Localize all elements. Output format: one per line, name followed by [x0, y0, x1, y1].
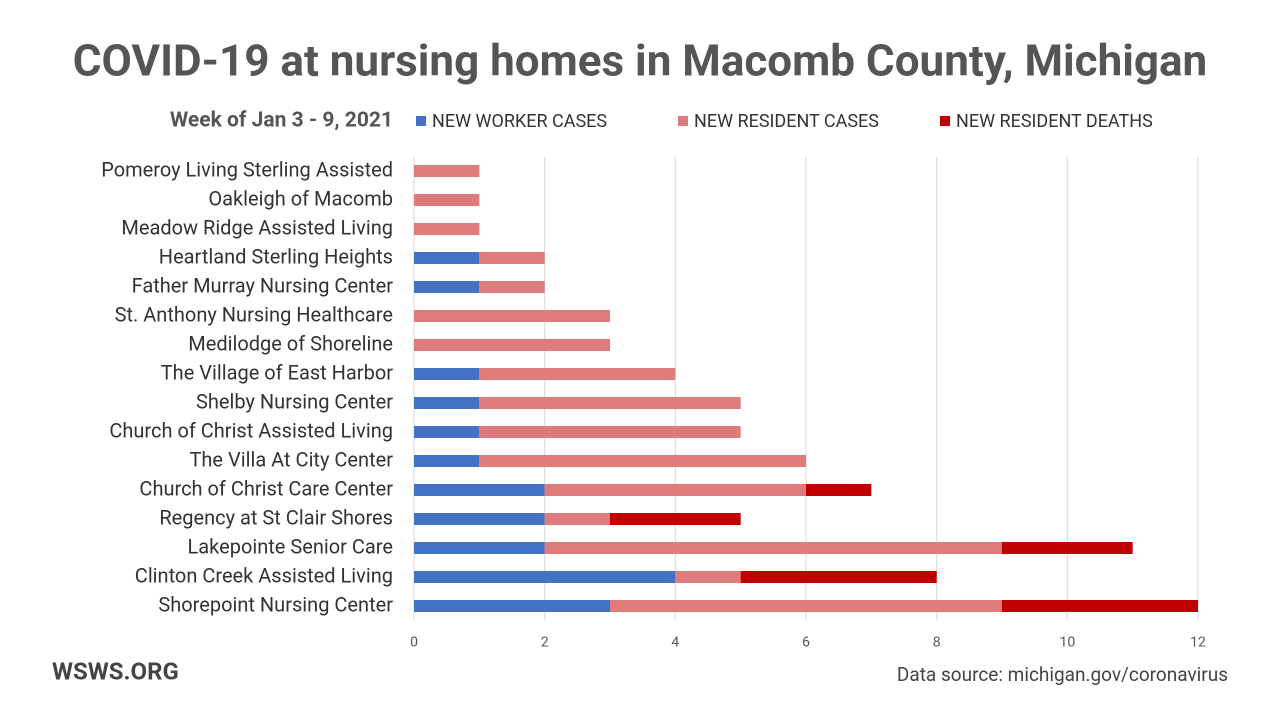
x-tick-label: 0: [410, 635, 418, 651]
bar-segment: [479, 397, 741, 409]
x-tick-label: 10: [1059, 635, 1075, 651]
y-tick-label: Shelby Nursing Center: [196, 389, 393, 413]
bar-segment: [414, 194, 480, 206]
bar-segment: [610, 600, 1002, 612]
legend-swatch: [416, 116, 426, 126]
y-tick-label: Medilodge of Shoreline: [188, 331, 393, 355]
bar-segment: [414, 339, 610, 351]
y-tick-label: Regency at St Clair Shores: [159, 505, 393, 529]
legend-label: NEW RESIDENT CASES: [694, 111, 879, 132]
bar-segment: [544, 542, 1002, 554]
y-tick-label: Shorepoint Nursing Center: [158, 592, 393, 616]
y-tick-label: The Village of East Harbor: [161, 360, 393, 384]
bar-segment: [1002, 600, 1198, 612]
y-tick-label: Father Murray Nursing Center: [132, 273, 394, 297]
y-tick-label: Clinton Creek Assisted Living: [135, 563, 393, 587]
bar-segment: [479, 455, 806, 467]
y-tick-label: Pomeroy Living Sterling Assisted: [101, 157, 393, 181]
bar-segment: [414, 223, 480, 235]
bar-segment: [740, 571, 937, 583]
bar-segment: [414, 281, 480, 293]
legend-label: NEW WORKER CASES: [432, 111, 607, 132]
bar-segment: [414, 165, 480, 177]
bar-segment: [414, 542, 545, 554]
bar-segment: [414, 426, 480, 438]
bar-segment: [414, 397, 480, 409]
x-tick-label: 12: [1190, 635, 1206, 651]
x-tick-label: 2: [541, 635, 549, 651]
legend-label: NEW RESIDENT DEATHS: [956, 111, 1153, 132]
bar-segment: [479, 281, 545, 293]
source: Data source: michigan.gov/coronavirus: [897, 663, 1228, 686]
y-tick-label: Church of Christ Assisted Living: [109, 418, 393, 442]
y-tick-label: Heartland Sterling Heights: [159, 244, 393, 268]
y-tick-label: St. Anthony Nursing Healthcare: [115, 302, 393, 326]
bar-segment: [414, 513, 545, 525]
bar-segment: [414, 310, 610, 322]
chart-title: COVID-19 at nursing homes in Macomb Coun…: [73, 35, 1207, 87]
bar-segment: [610, 513, 741, 525]
y-tick-label: Lakepointe Senior Care: [188, 534, 393, 558]
bar-segment: [414, 368, 480, 380]
bar-segment: [675, 571, 741, 583]
bar-segment: [479, 426, 741, 438]
bar-segment: [414, 571, 676, 583]
bar-segment: [544, 513, 610, 525]
chart-subtitle: Week of Jan 3 - 9, 2021: [170, 109, 393, 133]
bar-segment: [806, 484, 872, 496]
bar-segment: [414, 455, 480, 467]
bar-segment: [414, 600, 610, 612]
bar-segment: [414, 484, 545, 496]
footer: WSWS.ORG: [52, 657, 179, 685]
y-tick-label: The Villa At City Center: [189, 447, 393, 471]
x-tick-label: 6: [802, 635, 810, 651]
y-tick-label: Meadow Ridge Assisted Living: [121, 215, 393, 239]
y-tick-label: Oakleigh of Macomb: [208, 186, 393, 210]
y-tick-label: Church of Christ Care Center: [139, 476, 393, 500]
bar-segment: [544, 484, 806, 496]
bar-segment: [1002, 542, 1133, 554]
bar-segment: [479, 252, 545, 264]
legend-swatch: [940, 116, 950, 126]
x-tick-label: 4: [671, 635, 679, 651]
bar-segment: [479, 368, 676, 380]
bar-segment: [414, 252, 480, 264]
legend-swatch: [678, 116, 688, 126]
x-tick-label: 8: [933, 635, 941, 651]
